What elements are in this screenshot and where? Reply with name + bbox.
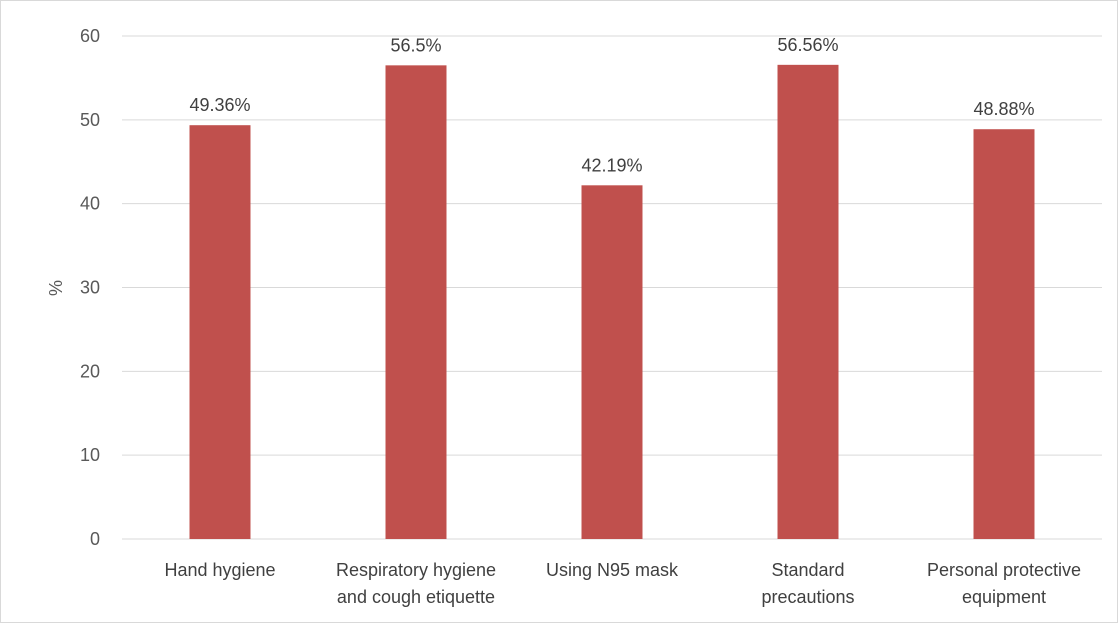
y-tick-label: 10 (80, 445, 100, 465)
bar (777, 64, 839, 539)
bar (189, 125, 251, 539)
category-label: equipment (962, 587, 1046, 607)
y-tick-label: 40 (80, 194, 100, 214)
bar (973, 129, 1035, 540)
data-labels: 49.36% 56.5% 42.19% 56.56% 48.88% (189, 35, 1034, 175)
category-label: Respiratory hygiene (336, 560, 496, 580)
category-label: Standard (771, 560, 844, 580)
category-label: Hand hygiene (164, 560, 275, 580)
y-axis-label: % (46, 280, 66, 296)
data-label: 56.56% (777, 35, 838, 55)
category-label: precautions (761, 587, 854, 607)
bar (581, 185, 643, 539)
bar (385, 65, 447, 539)
data-label: 49.36% (189, 95, 250, 115)
y-tick-label: 0 (90, 529, 100, 549)
y-tick-label: 30 (80, 278, 100, 298)
y-axis-ticks: 0 10 20 30 40 50 60 (80, 26, 100, 549)
category-label: and cough etiquette (337, 587, 495, 607)
data-label: 48.88% (973, 99, 1034, 119)
category-label: Using N95 mask (546, 560, 679, 580)
x-axis-categories: Hand hygiene Respiratory hygiene and cough… (164, 560, 1081, 607)
category-label: Personal protective (927, 560, 1081, 580)
y-tick-label: 20 (80, 361, 100, 381)
y-tick-label: 60 (80, 26, 100, 46)
data-label: 42.19% (581, 155, 642, 175)
data-label: 56.5% (390, 35, 441, 55)
y-tick-label: 50 (80, 110, 100, 130)
bars (189, 64, 1035, 540)
